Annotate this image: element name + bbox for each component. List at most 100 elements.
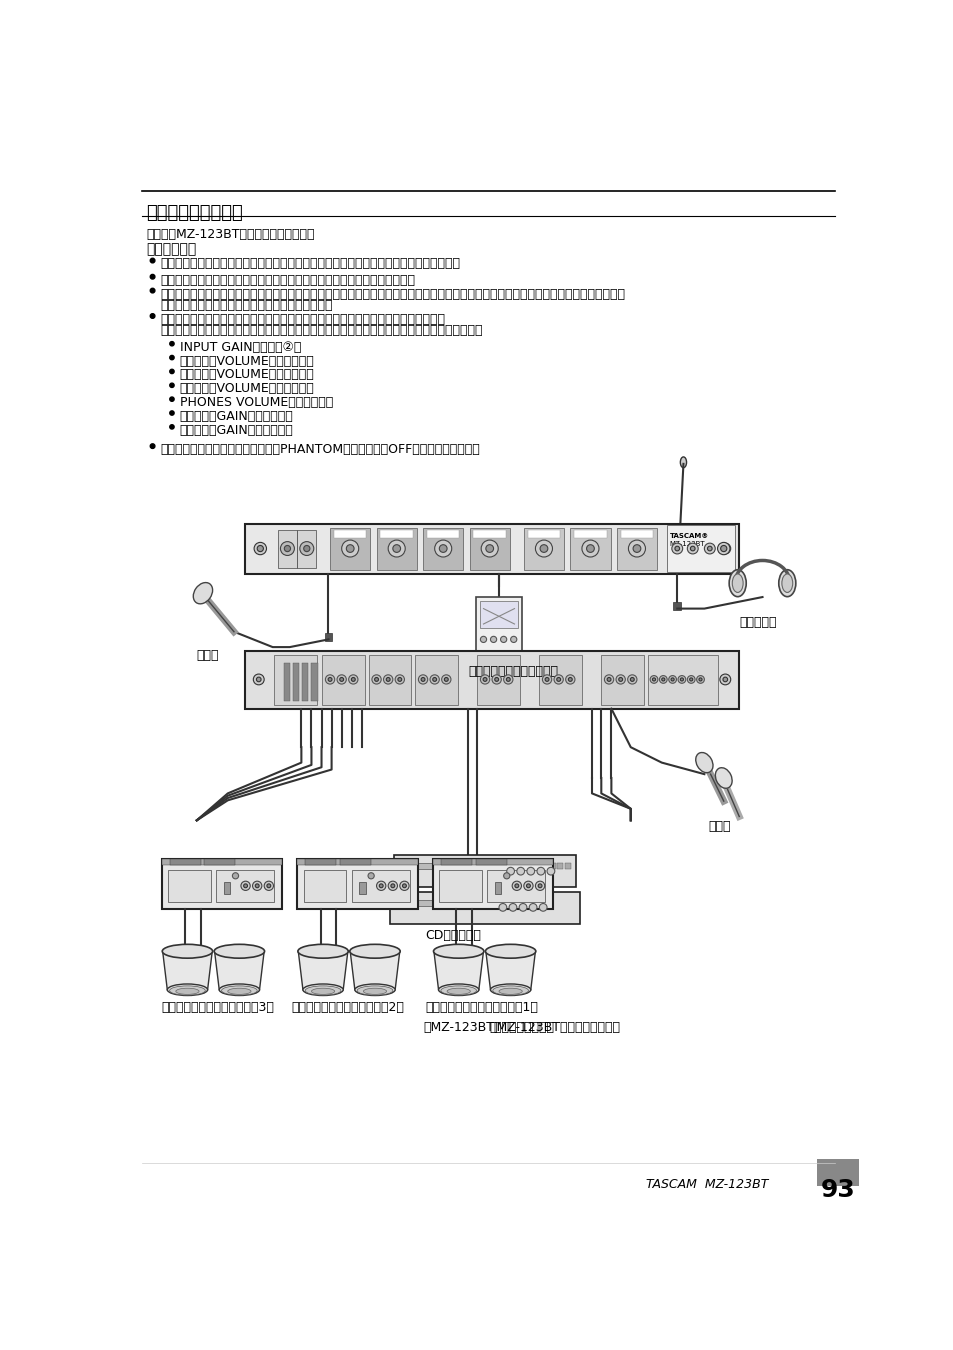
Bar xyxy=(574,531,606,537)
Polygon shape xyxy=(162,952,212,990)
Text: ヘッドホン: ヘッドホン xyxy=(739,617,776,629)
Circle shape xyxy=(526,867,534,875)
Circle shape xyxy=(506,867,514,875)
Ellipse shape xyxy=(193,880,200,891)
Bar xyxy=(322,655,365,705)
Bar xyxy=(305,859,335,865)
Bar xyxy=(162,859,282,865)
Circle shape xyxy=(170,397,174,401)
Circle shape xyxy=(257,545,263,552)
Text: マイク: マイク xyxy=(707,821,730,833)
Text: マイク: マイク xyxy=(196,648,219,662)
Bar xyxy=(297,531,315,568)
Circle shape xyxy=(668,675,676,683)
Text: マイク入力VOLUMEつまみ（⑫）: マイク入力VOLUMEつまみ（⑫） xyxy=(179,355,314,367)
Ellipse shape xyxy=(363,988,386,995)
Circle shape xyxy=(391,884,395,888)
Circle shape xyxy=(659,675,666,683)
Circle shape xyxy=(388,882,397,891)
Ellipse shape xyxy=(305,986,340,995)
Bar xyxy=(376,528,416,570)
Circle shape xyxy=(633,544,640,552)
Circle shape xyxy=(379,884,383,888)
Circle shape xyxy=(253,674,264,684)
Circle shape xyxy=(397,678,401,682)
Circle shape xyxy=(581,540,598,558)
Text: フロントパネルおよびリアパネルのPHANTOMスイッチを「OFF」にしてください。: フロントパネルおよびリアパネルのPHANTOMスイッチを「OFF」にしてください… xyxy=(160,443,479,456)
Bar xyxy=(352,869,410,902)
Bar xyxy=(415,655,457,705)
Circle shape xyxy=(375,678,378,682)
Bar xyxy=(224,882,230,894)
Ellipse shape xyxy=(170,986,205,995)
Ellipse shape xyxy=(355,984,395,995)
Text: INPUT GAINつまみ（②）: INPUT GAINつまみ（②） xyxy=(179,340,301,354)
Circle shape xyxy=(720,545,726,552)
Circle shape xyxy=(255,884,259,888)
Ellipse shape xyxy=(249,653,268,706)
Ellipse shape xyxy=(328,880,335,891)
Bar xyxy=(170,859,200,865)
Circle shape xyxy=(554,675,562,684)
Bar xyxy=(620,531,653,537)
Text: TASCAM®: TASCAM® xyxy=(669,533,708,539)
Text: 本機および接続する機器の電源を全てオフまたはスタンバイ状態にします。: 本機および接続する機器の電源を全てオフまたはスタンバイ状態にします。 xyxy=(160,274,415,286)
Circle shape xyxy=(170,410,174,416)
Ellipse shape xyxy=(447,880,455,891)
Ellipse shape xyxy=(175,880,183,891)
Bar xyxy=(469,528,509,570)
Circle shape xyxy=(150,444,154,448)
Ellipse shape xyxy=(778,570,795,597)
Circle shape xyxy=(652,678,655,680)
Bar xyxy=(816,1160,858,1187)
Circle shape xyxy=(150,289,154,293)
Circle shape xyxy=(606,678,610,682)
Circle shape xyxy=(267,884,271,888)
Ellipse shape xyxy=(308,876,322,895)
Text: 各機器の電源は、同一のラインから供給するように設置します。テーブルタップなどを使う場合は、電源電圧の変動が少なくなるように、: 各機器の電源は、同一のラインから供給するように設置します。テーブルタップなどを使… xyxy=(160,288,624,301)
Circle shape xyxy=(696,675,703,683)
Bar xyxy=(673,602,680,610)
Circle shape xyxy=(243,884,247,888)
Bar xyxy=(433,859,553,909)
Ellipse shape xyxy=(460,876,475,895)
Bar xyxy=(473,531,505,537)
Circle shape xyxy=(376,882,385,891)
Text: 携帯オーディオプレーヤー: 携帯オーディオプレーヤー xyxy=(468,664,558,678)
Ellipse shape xyxy=(172,876,187,895)
Bar xyxy=(666,525,735,572)
Ellipse shape xyxy=(297,944,348,958)
Circle shape xyxy=(720,543,730,554)
Polygon shape xyxy=(298,952,348,990)
Bar xyxy=(204,859,235,865)
Text: ライン出力VOLUMEつまみ（⑳）: ライン出力VOLUMEつまみ（⑳） xyxy=(179,382,314,396)
Bar xyxy=(340,859,371,865)
Circle shape xyxy=(253,543,266,555)
Bar xyxy=(311,663,317,701)
Circle shape xyxy=(628,540,645,558)
Bar xyxy=(564,863,571,869)
Ellipse shape xyxy=(712,525,734,572)
Circle shape xyxy=(509,903,517,911)
Circle shape xyxy=(395,675,404,684)
Ellipse shape xyxy=(311,988,335,995)
Circle shape xyxy=(388,540,405,558)
Ellipse shape xyxy=(175,988,199,995)
Circle shape xyxy=(368,872,374,879)
Circle shape xyxy=(537,867,544,875)
Circle shape xyxy=(503,675,513,684)
Circle shape xyxy=(671,543,682,554)
Ellipse shape xyxy=(221,986,257,995)
Bar xyxy=(359,882,365,894)
Circle shape xyxy=(678,675,685,683)
Bar xyxy=(168,869,211,902)
Ellipse shape xyxy=(695,752,712,772)
Circle shape xyxy=(722,678,727,682)
Text: 接続前の注意: 接続前の注意 xyxy=(146,242,196,256)
Circle shape xyxy=(299,541,314,555)
Circle shape xyxy=(568,678,572,682)
Bar xyxy=(330,528,370,570)
Ellipse shape xyxy=(325,876,339,895)
Ellipse shape xyxy=(781,574,792,593)
Ellipse shape xyxy=(438,984,478,995)
